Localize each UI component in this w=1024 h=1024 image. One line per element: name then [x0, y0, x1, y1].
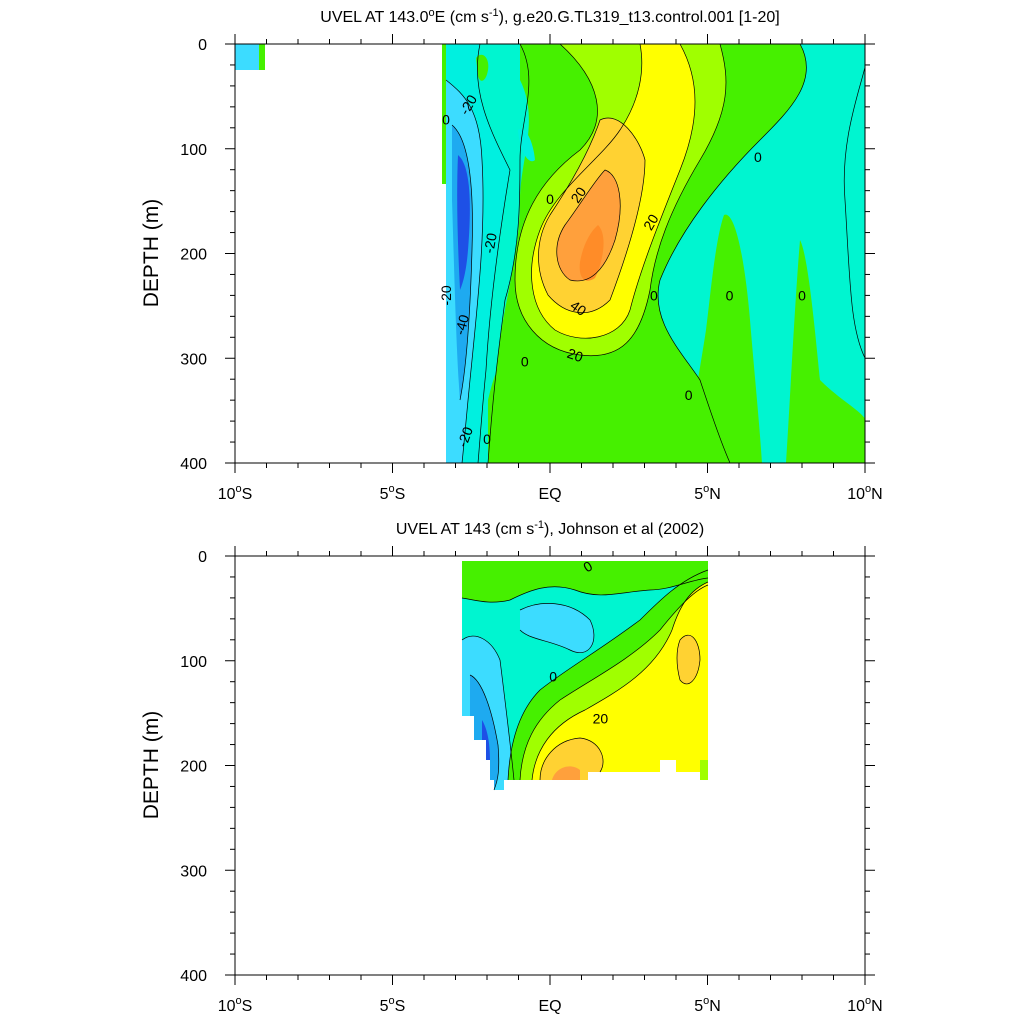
bottom-contour-label: 0 — [549, 668, 557, 684]
bottom-y-tick-label: 400 — [180, 968, 207, 985]
top-y-tick-label: 100 — [180, 142, 207, 159]
top-contour-label: -20 — [438, 285, 454, 305]
bottom-contour-line-6 — [531, 581, 709, 781]
top-fill-west-lip — [442, 44, 447, 184]
top-contour-label: -20 — [454, 424, 476, 449]
top-contour-label: 0 — [483, 431, 491, 447]
bottom-contour-line-2 — [461, 635, 515, 781]
top-contour-lines — [445, 44, 865, 463]
top-contour-line-7 — [531, 44, 696, 339]
top-y-tick-label: 300 — [180, 351, 207, 368]
top-fill-small-blob — [518, 129, 535, 162]
bottom-contour-line-9 — [676, 634, 701, 685]
top-fill-strong-west-core — [457, 155, 470, 290]
bottom-x-tick-label: 10oS — [218, 995, 253, 1015]
bottom-y-axis-label: DEPTH (m) — [140, 711, 163, 820]
top-contour-label: 0 — [546, 191, 554, 207]
bottom-contour-lines — [461, 569, 709, 791]
top-x-tick-label: 10oS — [218, 483, 253, 503]
top-fill-sw-patch-edge — [259, 44, 265, 70]
bottom-contour-field — [461, 561, 709, 791]
top-contour-line-10 — [843, 65, 865, 359]
bottom-fill-east-4 — [540, 738, 604, 780]
top-contour-line-5 — [657, 44, 807, 463]
top-contour-label: 0 — [685, 387, 693, 403]
top-contour-label: 0 — [754, 149, 762, 165]
top-contour-line-1 — [477, 44, 511, 463]
bottom-contour-line-1 — [461, 577, 709, 603]
bottom-chart-title: UVEL AT 143 (cm s-1), Johnson et al (200… — [396, 519, 704, 538]
top-y-tick-label: 400 — [180, 456, 207, 473]
bottom-contour-line-5 — [519, 584, 709, 781]
top-x-tick-label: 5oN — [694, 483, 721, 503]
bottom-fill-east-1-surface — [462, 561, 708, 603]
top-contour-line-6 — [514, 44, 727, 357]
top-y-tick-label: 200 — [180, 247, 207, 264]
top-contour-label: -40 — [451, 313, 472, 337]
top-fill-deep-tongue-3 — [786, 240, 865, 463]
top-x-tick-label: 10oN — [847, 483, 882, 503]
bottom-contour-line-4 — [507, 569, 709, 781]
bottom-y-tick-label: 300 — [180, 863, 207, 880]
top-contour-field — [235, 44, 865, 463]
top-contour-label: 20 — [640, 211, 662, 233]
top-x-tick-label: 5oS — [380, 483, 406, 503]
top-fill-surface-blob — [476, 54, 489, 81]
top-contour-label: 20 — [565, 345, 585, 365]
top-contour-label: 0 — [650, 287, 658, 303]
top-contour-line-2 — [445, 79, 484, 463]
top-fill-deep-tongue-2 — [688, 214, 762, 463]
top-contour-line-9 — [556, 169, 621, 282]
top-y-axis-label: DEPTH (m) — [140, 199, 163, 308]
top-contour-label: 0 — [442, 111, 450, 127]
top-contour-label: 0 — [521, 353, 529, 369]
top-contour-label: 0 — [726, 287, 734, 303]
top-fill-east-5 — [556, 170, 621, 281]
top-panel: UVEL AT 143.0oE (cm s-1), g.e20.G.TL319_… — [140, 7, 883, 503]
top-chart-title: UVEL AT 143.0oE (cm s-1), g.e20.G.TL319_… — [320, 7, 779, 26]
bottom-x-tick-label: 5oS — [380, 995, 406, 1015]
bottom-fill-east-4-pocket — [677, 635, 700, 684]
bottom-fill-east-5 — [552, 766, 580, 780]
top-x-tick-label: EQ — [538, 486, 561, 503]
bottom-contour-line-8 — [519, 603, 595, 653]
bottom-y-tick-label: 0 — [198, 549, 207, 566]
bottom-x-tick-label: 10oN — [847, 995, 882, 1015]
top-contour-line-4 — [487, 44, 530, 463]
top-contour-label: -20 — [481, 231, 500, 254]
bottom-contour-line-3 — [469, 674, 500, 791]
bottom-x-tick-label: EQ — [538, 998, 561, 1015]
top-fill-east-6 — [579, 225, 604, 281]
bottom-fill-west-pocket — [520, 603, 594, 653]
bottom-contour-label: 20 — [593, 710, 609, 726]
bottom-fill-east-3 — [532, 582, 708, 780]
top-y-tick-label: 0 — [198, 37, 207, 54]
bottom-panel: UVEL AT 143 (cm s-1), Johnson et al (200… — [140, 519, 883, 1015]
bottom-y-tick-label: 100 — [180, 654, 207, 671]
top-contour-line-3 — [451, 124, 473, 401]
top-contour-label: 0 — [798, 287, 806, 303]
bottom-y-tick-label: 200 — [180, 759, 207, 776]
bottom-x-tick-label: 5oN — [694, 995, 721, 1015]
top-contour-line-8 — [538, 117, 646, 314]
bottom-fill-strong-west — [482, 720, 490, 760]
